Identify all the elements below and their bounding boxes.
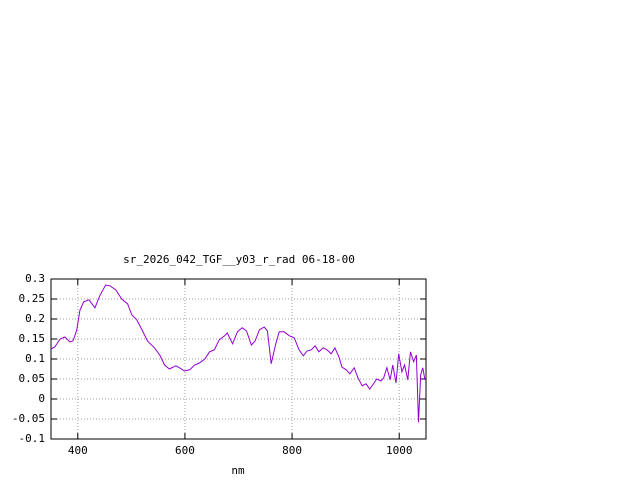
- x-tick-label: 600: [175, 444, 195, 457]
- plot-border: [50, 278, 427, 440]
- data-line: [50, 284, 426, 423]
- x-tick-label: 800: [282, 444, 302, 457]
- y-tick-label: 0.25: [19, 292, 46, 305]
- x-tick-label: 1000: [386, 444, 413, 457]
- y-tick-label: 0: [38, 392, 45, 405]
- chart-title: sr_2026_042_TGF__y03_r_rad 06-18-00: [123, 253, 355, 266]
- y-tick-label: 0.2: [25, 312, 45, 325]
- y-tick-label: -0.1: [19, 432, 46, 445]
- x-axis-label: nm: [231, 464, 245, 477]
- y-tick-label: 0.05: [19, 372, 46, 385]
- y-tick-label: 0.3: [25, 272, 45, 285]
- y-tick-label: -0.05: [12, 412, 45, 425]
- y-tick-label: 0.1: [25, 352, 45, 365]
- x-tick-label: 400: [68, 444, 88, 457]
- y-tick-label: 0.15: [19, 332, 46, 345]
